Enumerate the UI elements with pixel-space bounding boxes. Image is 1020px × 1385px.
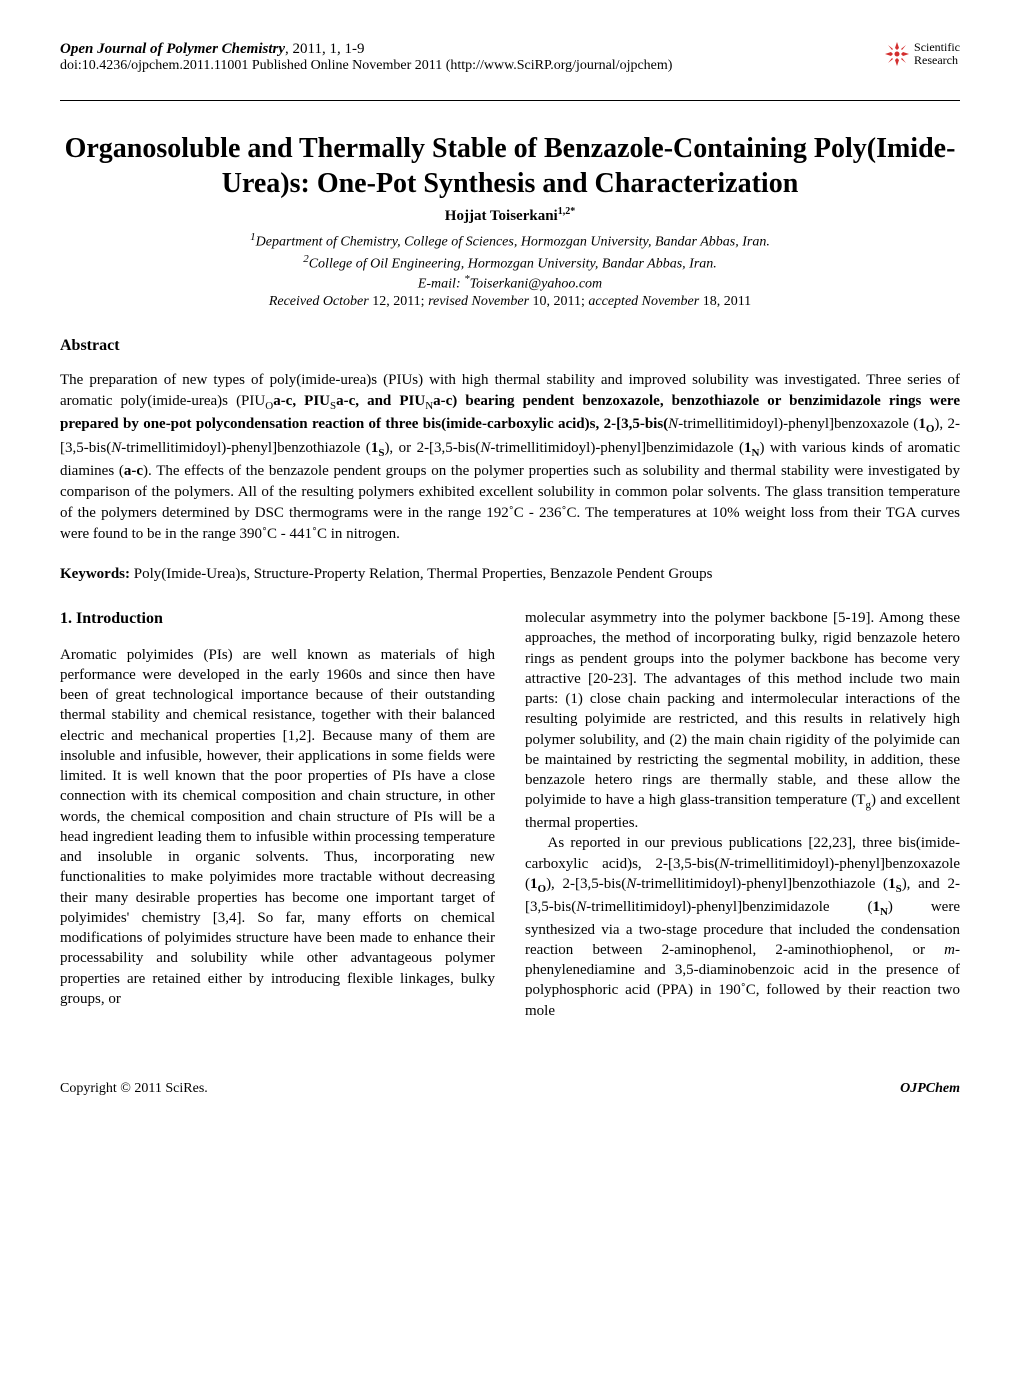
abstract-span: a-c, PIU (273, 393, 330, 409)
keywords-text: Poly(Imide-Urea)s, Structure-Property Re… (130, 566, 712, 582)
author-line: Hojjat Toiserkani1,2* (60, 206, 960, 225)
accepted-label: accepted November (588, 294, 699, 309)
dates-line: Received October 12, 2011; revised Novem… (60, 294, 960, 311)
abstract-italic: N (480, 440, 490, 456)
received-date: 12, 2011; (369, 294, 428, 309)
header-row: Open Journal of Polymer Chemistry, 2011,… (60, 40, 960, 75)
abstract-heading: Abstract (60, 336, 960, 355)
abstract-span: -trimellitimidoyl)-phenyl]benzimidazole … (490, 440, 744, 456)
affiliation-2: 2College of Oil Engineering, Hormozgan U… (60, 252, 960, 274)
abstract-sub: N (425, 400, 433, 412)
intro-col2-p2: As reported in our previous publications… (525, 833, 960, 1020)
revised-label: revised November (428, 294, 529, 309)
col2-bold: 1 (872, 899, 880, 915)
col2-span: molecular asymmetry into the polymer bac… (525, 610, 960, 808)
publisher-logo: Scientific Research (883, 40, 960, 68)
abstract-span: ). The effects of the benzazole pendent … (60, 463, 960, 542)
header-left: Open Journal of Polymer Chemistry, 2011,… (60, 40, 883, 75)
scirp-logo-icon (883, 40, 911, 68)
abstract-span: a-c, and PIU (336, 393, 425, 409)
keywords-line: Keywords: Poly(Imide-Urea)s, Structure-P… (60, 565, 960, 583)
revised-date: 10, 2011; (529, 294, 588, 309)
abstract-bold: 1 (744, 440, 752, 456)
received-label: Received October (269, 294, 369, 309)
year-pages: , 2011, 1, 1-9 (285, 41, 364, 57)
left-column: 1. Introduction Aromatic polyimides (PIs… (60, 608, 495, 1021)
col2-italic: m (944, 942, 955, 958)
aff1-text: Department of Chemistry, College of Scie… (256, 234, 770, 249)
col2-span: -trimellitimidoyl)-phenyl]benzothiazole … (636, 876, 888, 892)
col2-span: ), 2-[3,5-bis( (546, 876, 626, 892)
keywords-label: Keywords: (60, 566, 130, 582)
journal-name: Open Journal of Polymer Chemistry (60, 41, 285, 57)
intro-col2-p1: molecular asymmetry into the polymer bac… (525, 608, 960, 833)
intro-col1-p1: Aromatic polyimides (PIs) are well known… (60, 645, 495, 1010)
col2-span: -trimellitimidoyl)-phenyl]benzimidazole … (586, 899, 872, 915)
col2-bold: 1 (530, 876, 538, 892)
col2-sub: N (880, 906, 888, 918)
col2-italic: N (626, 876, 636, 892)
aff2-text: College of Oil Engineering, Hormozgan Un… (309, 256, 717, 271)
footer-row: Copyright © 2011 SciRes. OJPChem (60, 1081, 960, 1098)
abstract-bold: a-c (124, 463, 143, 479)
logo-research: Research (914, 54, 960, 67)
abstract-span: ), or 2-[3,5-bis( (384, 440, 480, 456)
abstract-text: The preparation of new types of poly(imi… (60, 370, 960, 545)
accepted-date: 18, 2011 (699, 294, 751, 309)
author-name: Hojjat Toiserkani (445, 208, 558, 224)
abstract-sub: O (265, 400, 273, 412)
col2-italic: N (576, 899, 586, 915)
abstract-bold: 1 (918, 416, 926, 432)
col2-bold: 1 (888, 876, 896, 892)
right-column: molecular asymmetry into the polymer bac… (525, 608, 960, 1021)
abstract-span: -trimellitimidoyl)-phenyl]benzothiazole … (121, 440, 371, 456)
article-title: Organosoluble and Thermally Stable of Be… (60, 131, 960, 201)
two-column-layout: 1. Introduction Aromatic polyimides (PIs… (60, 608, 960, 1021)
email-address: Toiserkani@yahoo.com (470, 277, 603, 292)
doi-line: doi:10.4236/ojpchem.2011.11001 Published… (60, 58, 883, 75)
abstract-span: -trimellitimidoyl)-phenyl]benzoxazole ( (678, 416, 918, 432)
intro-heading: 1. Introduction (60, 608, 495, 630)
abstract-italic: N (668, 416, 678, 432)
header-divider (60, 100, 960, 101)
logo-text: Scientific Research (914, 41, 960, 67)
email-line: E-mail: *Toiserkani@yahoo.com (60, 273, 960, 293)
footer-journal-abbrev: OJPChem (900, 1081, 960, 1098)
author-sup: 1,2* (558, 206, 576, 217)
abstract-italic: N (111, 440, 121, 456)
journal-citation: Open Journal of Polymer Chemistry, 2011,… (60, 40, 883, 58)
affiliation-1: 1Department of Chemistry, College of Sci… (60, 230, 960, 252)
footer-copyright: Copyright © 2011 SciRes. (60, 1081, 208, 1098)
col2-italic: N (719, 856, 729, 872)
col2-sub: O (538, 883, 547, 895)
email-label: E-mail (418, 277, 456, 292)
